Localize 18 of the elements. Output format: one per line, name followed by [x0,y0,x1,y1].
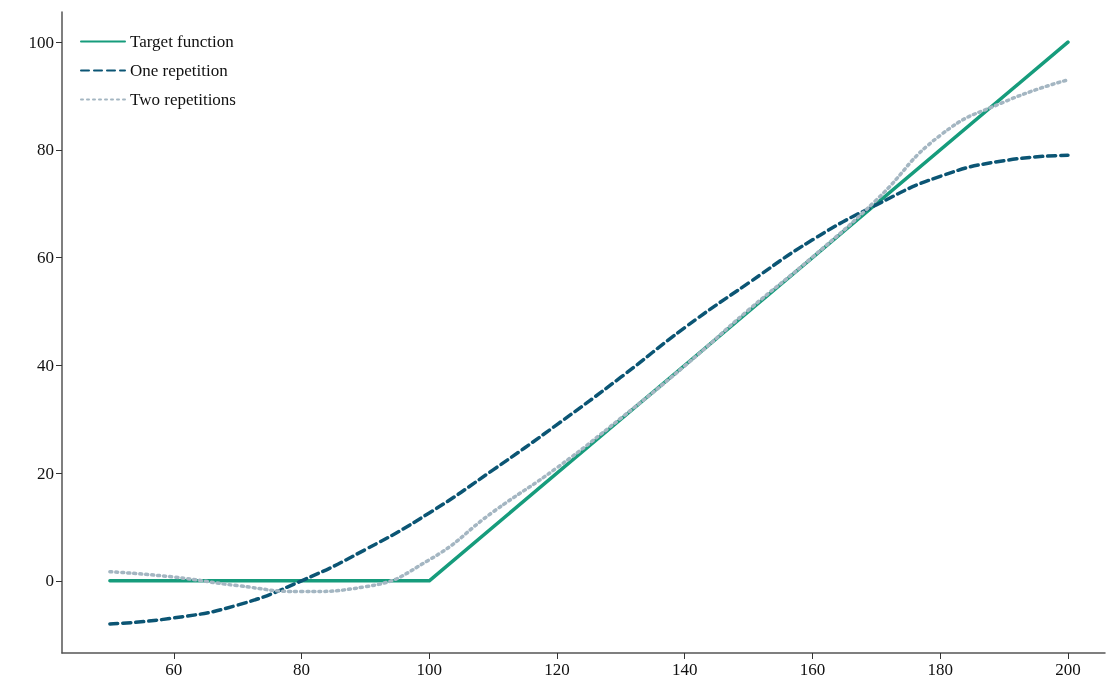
legend-label: One repetition [130,61,229,80]
x-tick-label: 60 [165,660,183,679]
y-tick-label: 40 [37,355,54,375]
line-series [108,153,1070,626]
legend-label: Target function [130,32,235,51]
y-tick-label: 80 [37,140,54,160]
y-tick-label: 100 [28,32,54,52]
x-tick-label: 80 [293,660,311,679]
x-tick-label: 200 [1055,660,1081,679]
x-tick-label: 100 [416,660,442,679]
x-tick-label: 160 [799,660,826,679]
x-tick-label: 120 [544,660,570,679]
y-tick-label: 20 [37,463,54,483]
x-tick-label: 180 [927,660,953,679]
y-tick-label: 0 [45,571,54,591]
legend-label: Two repetitions [130,90,236,109]
x-tick-label: 140 [671,660,698,679]
y-tick-label: 60 [37,248,54,268]
